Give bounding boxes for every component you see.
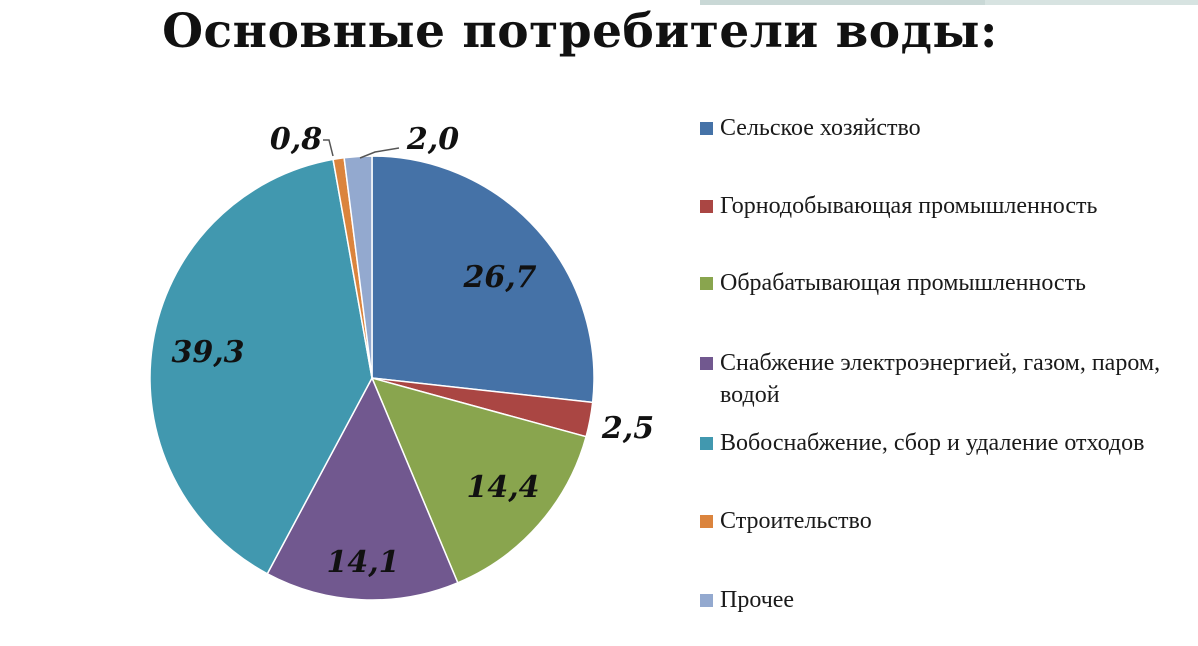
legend-item: Строительство bbox=[700, 505, 1180, 537]
pie-slice-5 bbox=[149, 158, 373, 575]
legend-item: Горнодобывающая промышленность bbox=[700, 190, 1180, 222]
pie-slice-7 bbox=[343, 155, 373, 379]
pie-slice-4 bbox=[266, 376, 459, 601]
top-accent-bar-right bbox=[985, 0, 1198, 5]
legend-item: Снабжение электроэнергией, газом, паром,… bbox=[700, 347, 1180, 411]
data-label-5: 39,3 bbox=[171, 335, 244, 370]
leader-line-6 bbox=[323, 139, 334, 157]
legend-swatch bbox=[700, 357, 713, 370]
data-label-3: 14,4 bbox=[466, 470, 539, 505]
legend-swatch bbox=[700, 277, 713, 290]
chart-title: Основные потребители воды: bbox=[162, 4, 998, 59]
legend-swatch bbox=[700, 437, 713, 450]
legend-label: Прочее bbox=[720, 587, 795, 613]
data-label-6: 0,8 bbox=[270, 122, 322, 157]
legend-item: Сельское хозяйство bbox=[700, 112, 1180, 144]
legend-label: Вобоснабжение, сбор и удаление отходов bbox=[720, 430, 1145, 456]
data-label-2: 2,5 bbox=[601, 411, 654, 446]
leader-line-7 bbox=[359, 147, 400, 159]
data-label-4: 14,1 bbox=[326, 545, 399, 580]
pie-slice-3 bbox=[370, 376, 588, 584]
legend-label: Снабжение электроэнергией, газом, паром,… bbox=[720, 350, 1161, 408]
pie-slice-1 bbox=[371, 155, 595, 404]
data-label-1: 26,7 bbox=[462, 260, 536, 295]
legend-swatch bbox=[700, 515, 713, 528]
legend-label: Горнодобывающая промышленность bbox=[720, 193, 1098, 219]
legend-swatch bbox=[700, 122, 713, 135]
data-label-7: 2,0 bbox=[406, 122, 459, 157]
legend-item: Прочее bbox=[700, 584, 1180, 616]
legend-label: Обрабатывающая промышленность bbox=[720, 270, 1086, 296]
legend-item: Вобоснабжение, сбор и удаление отходов bbox=[700, 427, 1180, 459]
legend-label: Сельское хозяйство bbox=[720, 115, 921, 141]
legend-swatch bbox=[700, 594, 713, 607]
top-accent-bar bbox=[700, 0, 985, 5]
legend-label: Строительство bbox=[720, 508, 872, 534]
legend-item: Обрабатывающая промышленность bbox=[700, 267, 1180, 299]
legend-swatch bbox=[700, 200, 713, 213]
